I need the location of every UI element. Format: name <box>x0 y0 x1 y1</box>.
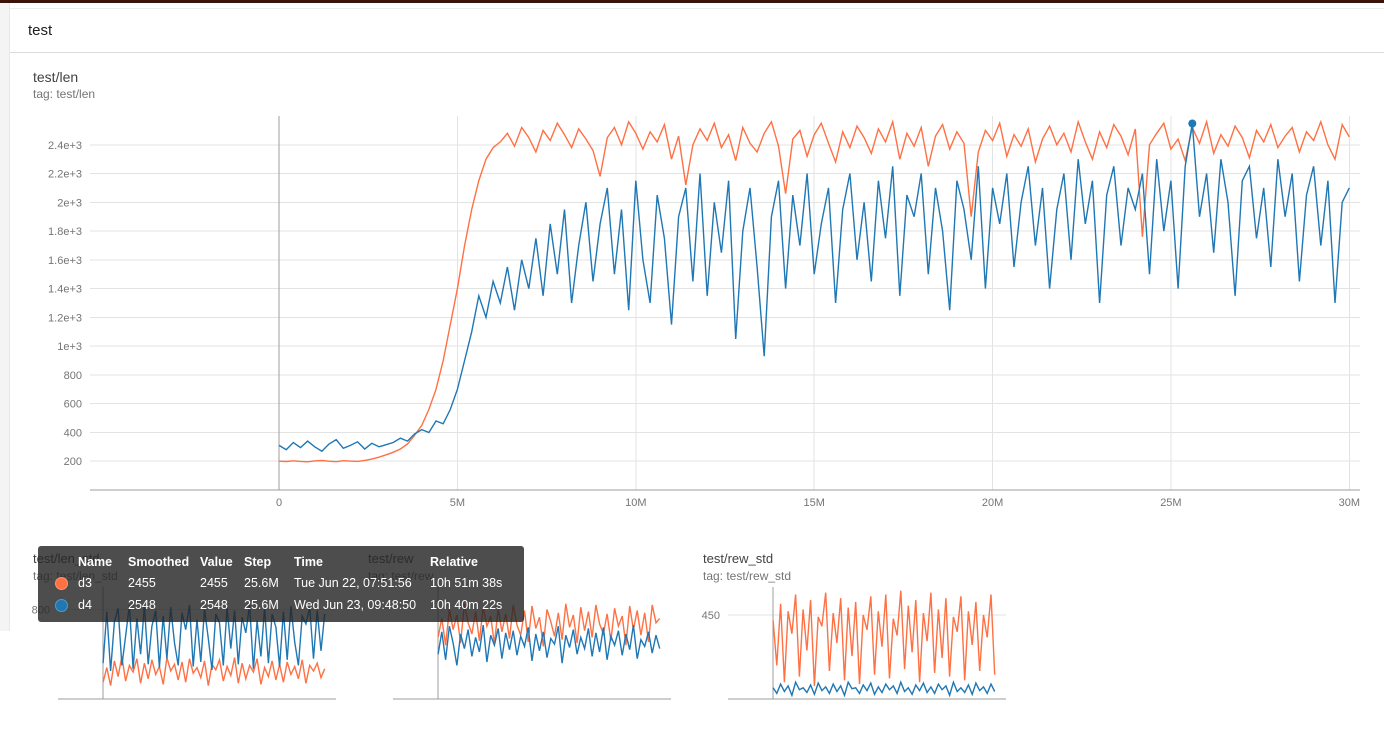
run-color-swatch <box>54 576 68 590</box>
svg-text:5M: 5M <box>450 497 465 509</box>
svg-text:1e+3: 1e+3 <box>57 341 82 353</box>
runs-menu-button[interactable] <box>59 515 94 588</box>
scalar-card-test-rew-std: test/rew_std tag: test/rew_std 450 <box>684 545 1014 745</box>
category-title: test <box>28 22 53 39</box>
run-step: 25.6M <box>244 576 279 590</box>
svg-text:20M: 20M <box>982 497 1003 509</box>
svg-text:2.4e+3: 2.4e+3 <box>48 140 82 152</box>
card-chart-canvas[interactable]: 450 <box>684 583 1014 703</box>
svg-text:1.2e+3: 1.2e+3 <box>48 312 82 324</box>
top-header-edge <box>0 0 1384 3</box>
svg-text:10M: 10M <box>625 497 646 509</box>
svg-text:1.8e+3: 1.8e+3 <box>48 226 82 238</box>
fit-domain-button[interactable] <box>57 515 128 589</box>
run-smoothed: 2455 <box>128 576 156 590</box>
tooltip-header-smoothed: Smoothed <box>128 555 190 569</box>
chart-title: test/rew_std <box>703 551 774 566</box>
page-left-gutter <box>0 3 10 631</box>
expand-card-button[interactable] <box>36 515 76 590</box>
svg-text:800: 800 <box>64 370 82 382</box>
svg-text:1.6e+3: 1.6e+3 <box>48 255 82 267</box>
svg-text:30M: 30M <box>1339 497 1360 509</box>
run-relative: 10h 51m 38s <box>430 576 503 590</box>
tooltip-header-step: Step <box>244 555 272 569</box>
scalar-card-test-len: test/len tag: test/len 200 400 600 800 1e+3 1… <box>10 53 1384 590</box>
svg-text:600: 600 <box>64 399 82 411</box>
run-time: Wed Jun 23, 09:48:50 <box>294 598 417 612</box>
hover-tooltip: Name Smoothed Value Step Time Relative d… <box>38 546 524 622</box>
svg-text:450: 450 <box>702 610 720 622</box>
tooltip-row-d3: d3 2455 2455 25.6M Tue Jun 22, 07:51:56 … <box>44 572 518 594</box>
svg-text:2.2e+3: 2.2e+3 <box>48 169 82 181</box>
svg-text:25M: 25M <box>1160 497 1181 509</box>
tooltip-header-value: Value <box>200 555 233 569</box>
run-color-swatch <box>54 598 68 612</box>
run-relative: 10h 40m 22s <box>430 598 503 612</box>
main-chart-canvas[interactable]: 200 400 600 800 1e+3 1.2e+3 1.4e+3 1.6e+3 1.8e+3… <box>30 108 1375 513</box>
run-value: 2548 <box>200 598 228 612</box>
run-name: d4 <box>78 598 92 612</box>
run-value: 2455 <box>200 576 228 590</box>
run-smoothed: 2548 <box>128 598 156 612</box>
tooltip-header-relative: Relative <box>430 555 478 569</box>
svg-text:2e+3: 2e+3 <box>57 197 82 209</box>
category-header-test[interactable]: test <box>10 8 1384 53</box>
tooltip-row-d4: d4 2548 2548 25.6M Wed Jun 23, 09:48:50 … <box>44 594 518 616</box>
svg-text:200: 200 <box>64 456 82 468</box>
run-time: Tue Jun 22, 07:51:56 <box>294 576 412 590</box>
card-toolbar <box>36 515 128 590</box>
chart-title: test/len <box>33 69 79 85</box>
run-name: d3 <box>78 576 92 590</box>
svg-text:0: 0 <box>276 497 282 509</box>
tooltip-header-time: Time <box>294 555 323 569</box>
chart-tag: tag: test/rew_std <box>703 569 792 583</box>
svg-text:400: 400 <box>64 428 82 440</box>
svg-text:1.4e+3: 1.4e+3 <box>48 284 82 296</box>
chart-tag: tag: test/len <box>33 87 96 101</box>
svg-text:15M: 15M <box>803 497 824 509</box>
tooltip-header-name: Name <box>78 555 113 569</box>
run-step: 25.6M <box>244 598 279 612</box>
tooltip-header-row: Name Smoothed Value Step Time Relative <box>44 552 518 572</box>
